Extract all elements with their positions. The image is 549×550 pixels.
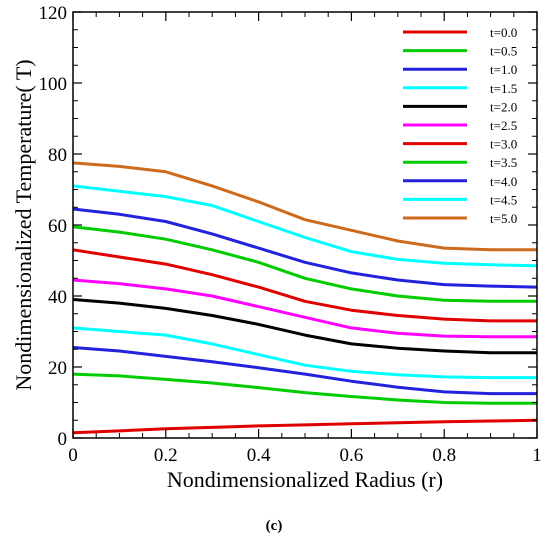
legend: t=0.0 t=0.5 t=1.0 t=1.5 t=2.0 t=2.5 t=3.0 t=3.5… bbox=[403, 25, 517, 226]
y-tick-label: 0 bbox=[58, 429, 68, 450]
series-line-t-0-5 bbox=[72, 372, 537, 405]
series-line-t-3-0 bbox=[72, 248, 537, 323]
series-line-t-1-0 bbox=[72, 346, 537, 396]
legend-label: t=3.5 bbox=[490, 155, 517, 170]
y-tick-label: 40 bbox=[48, 287, 67, 308]
legend-label: t=1.0 bbox=[490, 62, 517, 77]
y-tick-label: 60 bbox=[48, 216, 67, 237]
figure-caption: (c) bbox=[266, 518, 283, 534]
x-tick-label: 0 bbox=[68, 445, 78, 466]
x-tick-label: 0.4 bbox=[247, 445, 271, 466]
legend-label: t=1.5 bbox=[490, 81, 517, 96]
legend-label: t=0.0 bbox=[490, 25, 517, 40]
series-line-t-4-0 bbox=[72, 207, 538, 289]
legend-label: t=0.5 bbox=[490, 44, 517, 59]
legend-label: t=4.0 bbox=[490, 174, 517, 189]
legend-label: t=4.5 bbox=[490, 192, 517, 207]
x-tick-label: 0.2 bbox=[154, 445, 178, 466]
legend-label: t=2.5 bbox=[490, 118, 517, 133]
x-tick-label: 0.8 bbox=[432, 445, 456, 466]
legend-label: t=2.0 bbox=[490, 99, 517, 114]
x-tick-label: 0.6 bbox=[340, 445, 364, 466]
y-tick-label: 120 bbox=[39, 3, 68, 24]
legend-label: t=3.0 bbox=[490, 137, 517, 152]
x-tick-label: 1 bbox=[532, 445, 542, 466]
ticks-layer: 0 0.2 0.4 0.6 0.8 1 0 20 40 60 80 100 120 bbox=[39, 3, 542, 466]
series-line-t-0-0 bbox=[72, 418, 538, 435]
series-layer bbox=[72, 161, 538, 435]
y-tick-label: 20 bbox=[48, 358, 67, 379]
y-tick-label: 100 bbox=[39, 74, 68, 95]
y-tick-label: 80 bbox=[48, 145, 67, 166]
series-line-t-2-0 bbox=[72, 298, 537, 355]
series-line-t-2-5 bbox=[72, 278, 537, 339]
y-axis-title: Nondimensionalized Temperature( T) bbox=[11, 59, 36, 390]
series-line-t-3-5 bbox=[72, 225, 537, 303]
legend-label: t=5.0 bbox=[490, 211, 517, 226]
series-line-t-5-0 bbox=[72, 161, 537, 252]
series-line-t-1-5 bbox=[72, 326, 537, 380]
x-axis-title: Nondimensionalized Radius (r) bbox=[167, 467, 443, 492]
series-line-t-4-5 bbox=[72, 184, 538, 268]
